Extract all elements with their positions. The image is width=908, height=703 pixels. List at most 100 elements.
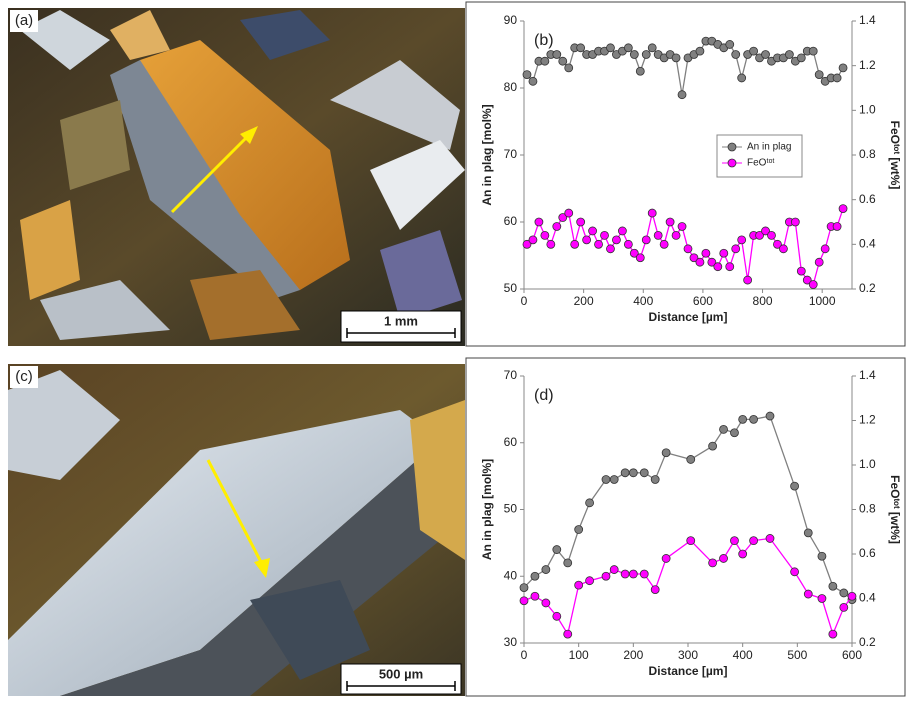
data-point	[790, 567, 799, 577]
y2-tick-label: 0.4	[859, 591, 876, 605]
data-point	[847, 591, 857, 601]
x-tick-label: 100	[569, 648, 589, 662]
data-point	[725, 40, 735, 49]
data-point	[582, 235, 592, 245]
data-point	[574, 525, 584, 534]
data-point	[606, 244, 615, 254]
y2-tick-label: 0.2	[859, 281, 876, 295]
data-point	[719, 248, 729, 258]
x-tick-label: 800	[753, 294, 773, 308]
data-point	[519, 596, 529, 606]
data-point	[796, 266, 806, 276]
data-point	[695, 257, 705, 267]
data-point	[832, 222, 842, 231]
data-point	[765, 411, 775, 421]
data-point	[683, 244, 693, 254]
legend-marker	[727, 158, 737, 168]
x-tick-label: 0	[521, 294, 528, 308]
y-tick-label: 60	[504, 214, 518, 228]
data-point	[519, 583, 529, 592]
x-tick-label: 600	[842, 648, 862, 662]
x-tick-label: 1000	[809, 294, 836, 308]
data-point	[713, 262, 723, 272]
data-point	[650, 585, 660, 594]
micrograph: (c) 500 µm	[8, 364, 465, 696]
panel-label: (a)	[15, 12, 33, 29]
series-line	[523, 537, 853, 637]
data-point	[601, 571, 611, 581]
data-point	[784, 50, 794, 59]
data-point	[738, 414, 748, 424]
panel-label: (c)	[15, 368, 33, 385]
data-point	[730, 536, 739, 546]
data-point	[530, 571, 540, 581]
data-point	[808, 280, 818, 289]
data-point	[629, 248, 639, 258]
data-point	[541, 598, 551, 608]
data-point	[828, 581, 838, 591]
data-point	[653, 230, 663, 240]
y-tick-label: 80	[504, 80, 518, 94]
data-point	[564, 208, 574, 218]
data-point	[671, 230, 681, 240]
y2-tick-label: 0.2	[859, 635, 876, 649]
y2-tick-label: 1.4	[859, 13, 876, 27]
data-point	[839, 588, 849, 598]
data-point	[790, 217, 800, 227]
data-point	[540, 56, 550, 66]
y-tick-label: 40	[504, 568, 518, 582]
data-point	[817, 594, 827, 603]
legend-label: FeOᵗᵒᵗ	[747, 158, 775, 169]
data-point	[719, 554, 728, 563]
panel-label: (d)	[534, 387, 554, 404]
data-point	[689, 253, 699, 263]
legend-marker	[727, 142, 737, 152]
data-point	[719, 424, 728, 434]
y-tick-label: 70	[504, 147, 518, 161]
data-point	[737, 73, 747, 83]
data-point	[708, 441, 717, 451]
data-point	[802, 275, 812, 285]
data-point	[570, 239, 580, 249]
x-tick-label: 400	[733, 648, 753, 662]
data-point	[609, 475, 619, 484]
x-tick-label: 400	[633, 294, 653, 308]
data-point	[628, 569, 638, 579]
data-point	[639, 468, 649, 478]
data-point	[731, 244, 741, 254]
y2-tick-label: 0.6	[859, 192, 876, 206]
data-point	[612, 235, 621, 245]
data-point	[522, 70, 532, 79]
data-point	[765, 534, 775, 543]
data-point	[737, 235, 747, 245]
y2-axis-title: FeOᵗᵒᵗ [wt%]	[888, 121, 902, 190]
panel-frame	[465, 1, 906, 347]
data-point	[641, 235, 651, 245]
y-tick-label: 50	[504, 502, 518, 516]
data-point	[574, 580, 584, 590]
panel-frame	[465, 357, 906, 697]
data-point	[528, 76, 538, 86]
data-point	[665, 217, 675, 227]
data-point	[828, 629, 838, 639]
data-point	[552, 222, 562, 231]
data-point	[528, 235, 538, 245]
data-point	[650, 475, 660, 484]
data-point	[606, 43, 615, 53]
data-point	[796, 53, 806, 63]
data-point	[635, 66, 645, 76]
y2-tick-label: 1.0	[859, 103, 876, 117]
data-point	[534, 217, 544, 227]
data-point	[563, 629, 573, 639]
legend-label: An in plag	[747, 142, 791, 153]
data-point	[749, 414, 758, 424]
y2-axis-title: FeOᵗᵒᵗ [wt%]	[888, 475, 902, 544]
data-point	[701, 248, 711, 258]
data-point	[803, 528, 813, 538]
data-point	[838, 63, 848, 73]
data-point	[564, 63, 574, 73]
panel-label: (b)	[534, 32, 554, 49]
data-point	[749, 536, 758, 546]
data-point	[820, 244, 830, 254]
